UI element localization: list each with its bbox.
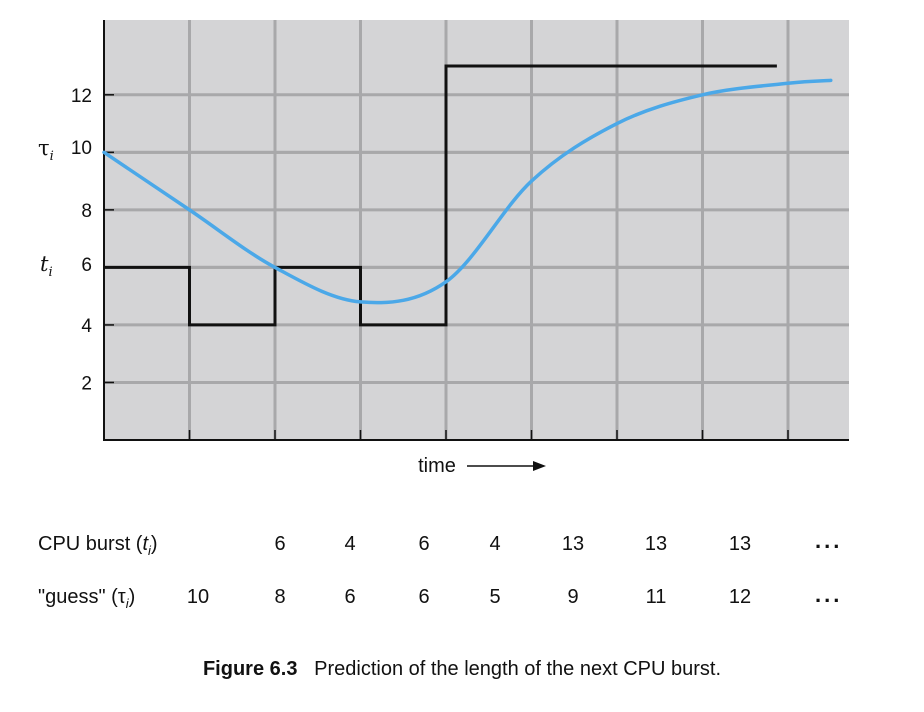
guess-value: 8 [274,586,286,608]
axes [103,20,849,441]
t-axis-symbol: ti [40,252,53,280]
guess-value: 11 [645,586,667,608]
guess-value: 12 [728,586,752,608]
burst-value: 4 [344,533,356,555]
t-axis-value: 6 [81,255,92,276]
guess-value: 5 [489,586,501,608]
x-axis-label: time [418,455,456,477]
tau-axis-symbol: τi [38,136,54,164]
x-axis-arrow [467,461,546,471]
grid [104,20,849,440]
figure-number: Figure 6.3 [202,658,298,680]
burst-value: 13 [728,533,752,555]
guess-value: 6 [344,586,356,608]
figure-caption: Figure 6.3 Prediction of the length of t… [0,658,924,681]
burst-value: 13 [644,533,668,555]
guess-value: 10 [186,586,210,608]
tau-axis-value: 10 [71,138,92,159]
guess-ellipsis: ... [815,582,843,607]
series-line-t [104,64,777,327]
figure-caption-text: Prediction of the length of the next CPU… [314,658,722,680]
cpu-burst-row-label: CPU burst (ti) [38,533,158,558]
burst-value: 13 [561,533,585,555]
y-tick-labels: 2 4 8 12 [71,86,93,395]
guess-row-label: "guess" (τi) [38,586,136,611]
series-layer [102,64,833,327]
burst-ellipsis: ... [815,528,843,553]
y-tick-label: 4 [81,316,92,337]
guess-value: 9 [567,586,579,608]
burst-value: 4 [489,533,501,555]
burst-value: 6 [274,533,286,555]
guess-value: 6 [418,586,430,608]
burst-prediction-chart: 2 4 8 12 τi 10 ti 6 time [38,20,849,477]
burst-value: 6 [418,533,430,555]
y-tick-label: 8 [81,201,92,222]
y-tick-label: 12 [71,86,92,107]
series-line-tau [102,78,833,305]
y-tick-label: 2 [81,373,92,394]
